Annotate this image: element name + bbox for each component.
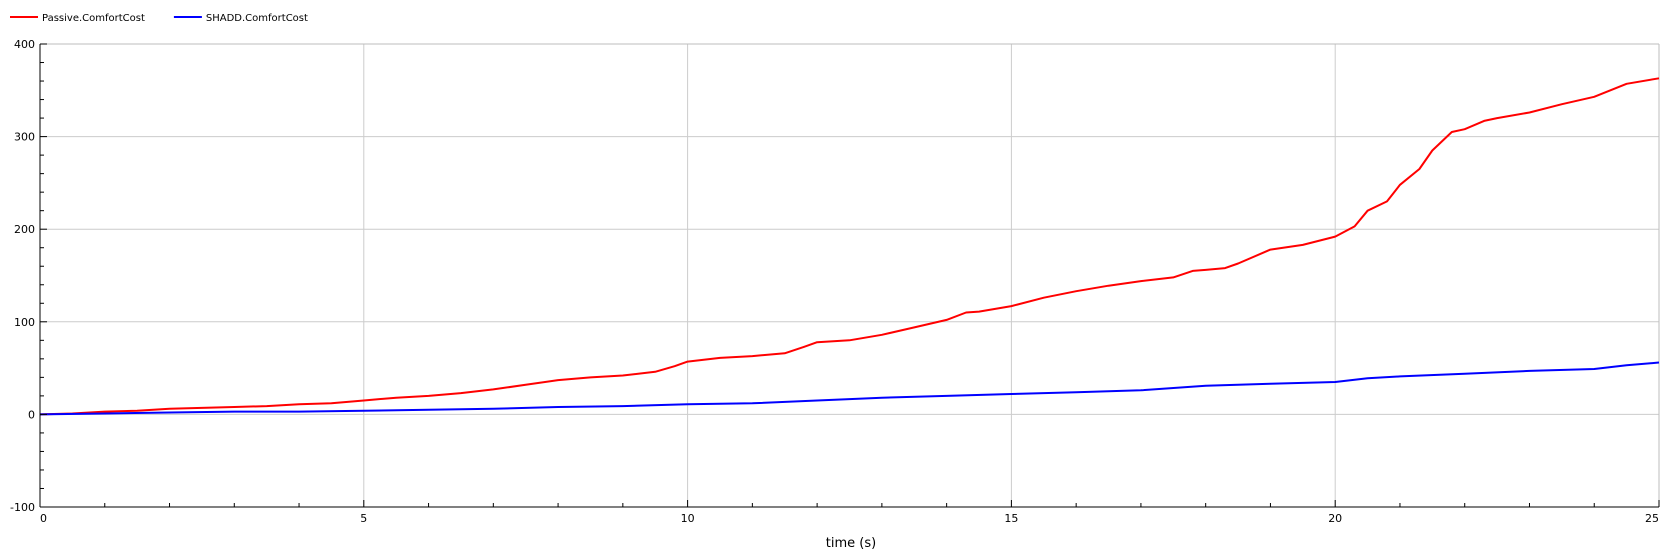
x-tick-label: 5 <box>360 512 367 525</box>
x-tick-label: 25 <box>1645 512 1659 525</box>
x-tick-label: 0 <box>40 512 47 525</box>
y-tick-label: 200 <box>14 223 35 236</box>
legend-label-1: Passive.ComfortCost <box>42 13 145 24</box>
x-axis-title: time (s) <box>826 536 876 551</box>
grid <box>40 44 1659 507</box>
series-layer <box>39 77 1660 416</box>
x-tick-label: 10 <box>681 512 695 525</box>
series-line-1 <box>39 77 1660 416</box>
axes: 0 5 10 15 20 25 -100 0 100 200 300 400 <box>10 38 1660 525</box>
y-tick-label: 0 <box>28 408 35 421</box>
y-tick-label: 400 <box>14 38 35 51</box>
x-tick-label: 20 <box>1328 512 1342 525</box>
x-tick-label: 15 <box>1004 512 1018 525</box>
legend-label-2: SHADD.ComfortCost <box>206 13 308 24</box>
legend: Passive.ComfortCost SHADD.ComfortCost <box>10 13 308 24</box>
plot-frame <box>40 43 1660 507</box>
y-tick-label: -100 <box>10 501 35 514</box>
y-tick-label: 100 <box>14 316 35 329</box>
y-tick-label: 300 <box>14 131 35 144</box>
series-line-2 <box>39 361 1660 416</box>
